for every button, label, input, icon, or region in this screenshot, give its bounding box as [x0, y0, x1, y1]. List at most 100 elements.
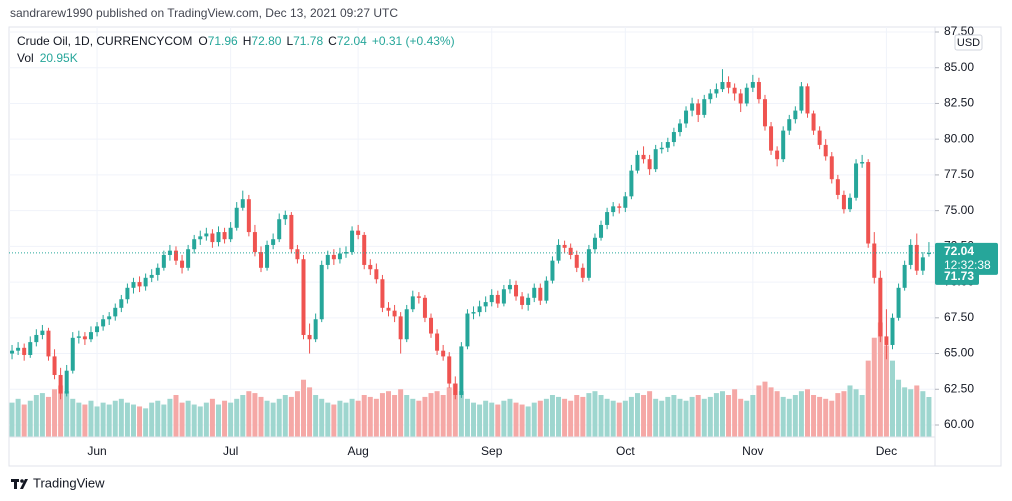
volume-bar: [634, 393, 640, 437]
y-tick-label: 62.50: [944, 381, 974, 395]
volume-bar: [307, 387, 313, 437]
candle-body: [793, 110, 798, 120]
volume-bar: [926, 397, 932, 437]
volume-bar: [501, 400, 507, 437]
x-tick-label: Aug: [347, 444, 368, 458]
volume-bar: [798, 391, 804, 437]
candle-body: [398, 316, 403, 340]
candle-body: [82, 336, 87, 340]
volume-bar: [665, 396, 671, 437]
candle-body: [926, 252, 931, 255]
volume-bar: [786, 398, 792, 437]
candle-body: [416, 296, 421, 298]
volume-bar: [628, 396, 634, 437]
candle-body: [726, 82, 731, 88]
volume-bar: [349, 398, 355, 437]
volume-bar: [373, 398, 379, 437]
last-price: 72.04: [944, 244, 974, 258]
candle-body: [550, 260, 555, 281]
candle-body: [22, 347, 27, 355]
volume-bar: [88, 400, 94, 437]
volume-value: 20.95K: [40, 51, 78, 65]
volume-bar: [865, 360, 871, 437]
volume-bar: [39, 393, 45, 437]
ohlc-label: O: [198, 34, 207, 48]
candle-body: [64, 370, 69, 394]
volume-bar: [549, 395, 555, 437]
volume-layer: [9, 322, 932, 437]
volume-bar: [264, 400, 270, 437]
candle-body: [392, 310, 397, 317]
x-tick-label: Dec: [876, 444, 897, 458]
candle-body: [884, 336, 889, 345]
candle-body: [841, 194, 846, 210]
candle-body: [295, 249, 300, 260]
y-tick-label: 85.00: [944, 60, 974, 74]
volume-bar: [701, 398, 707, 437]
candle-body: [750, 82, 755, 88]
currency: USD: [957, 37, 980, 49]
y-tick-label: 75.00: [944, 203, 974, 217]
candle-body: [119, 299, 124, 308]
volume-bar: [896, 379, 902, 437]
volume-bar: [416, 400, 422, 437]
volume-bar: [392, 395, 398, 437]
candle-body: [501, 289, 506, 304]
candle-body: [337, 253, 342, 260]
volume-bar: [495, 404, 501, 437]
candle-body: [429, 317, 434, 334]
candle-body: [258, 252, 263, 268]
candle-body: [769, 126, 774, 151]
volume-bar: [386, 391, 392, 437]
candle-body: [76, 336, 81, 338]
candle-body: [125, 287, 130, 300]
candle-body: [526, 297, 531, 305]
volume-bar: [647, 391, 653, 437]
candle-body: [344, 252, 349, 254]
candle-body: [289, 214, 294, 250]
volume-bar: [137, 406, 143, 437]
candle-body: [659, 147, 664, 150]
volume-bar: [689, 396, 695, 437]
candle-body: [507, 284, 512, 290]
candle-body: [222, 232, 227, 240]
y-tick-label: 60.00: [944, 417, 974, 431]
candle-body: [368, 264, 373, 270]
volume-bar: [76, 402, 82, 437]
candle-body: [167, 250, 172, 255]
candle-body: [350, 230, 355, 253]
candle-body: [671, 132, 676, 143]
candle-body: [744, 87, 749, 104]
candle-body: [313, 319, 318, 340]
candle-body: [204, 233, 209, 237]
volume-bar: [464, 398, 470, 437]
volume-bar: [258, 396, 264, 437]
volume-bar: [15, 398, 21, 437]
candle-body: [817, 130, 822, 145]
candle-body: [362, 234, 367, 265]
candle-body: [647, 159, 652, 170]
volume-bar: [592, 391, 598, 437]
volume-bar: [118, 398, 124, 437]
ohlc-label: C: [328, 34, 337, 48]
volume-bar: [179, 402, 185, 437]
candle-body: [477, 306, 482, 313]
volume-bar: [768, 387, 774, 437]
volume-label: Vol: [17, 51, 34, 65]
volume-bar: [422, 396, 428, 437]
volume-bar: [100, 402, 106, 437]
candle-body: [441, 350, 446, 357]
volume-bar: [155, 400, 161, 437]
x-tick-label: Sep: [481, 444, 503, 458]
candle-body: [307, 334, 312, 340]
volume-bar: [203, 402, 209, 437]
legend-header: Crude Oil, 1D, CURRENCYCOM O71.96 H72.80 L7…: [17, 34, 455, 48]
volume-bar: [568, 400, 574, 437]
volume-bar: [379, 393, 385, 437]
candle-body: [410, 296, 415, 310]
candle-body: [586, 249, 591, 278]
candle-body: [453, 383, 458, 395]
volume-bar: [337, 400, 343, 437]
volume-bar: [398, 389, 404, 437]
candle-body: [623, 196, 628, 208]
